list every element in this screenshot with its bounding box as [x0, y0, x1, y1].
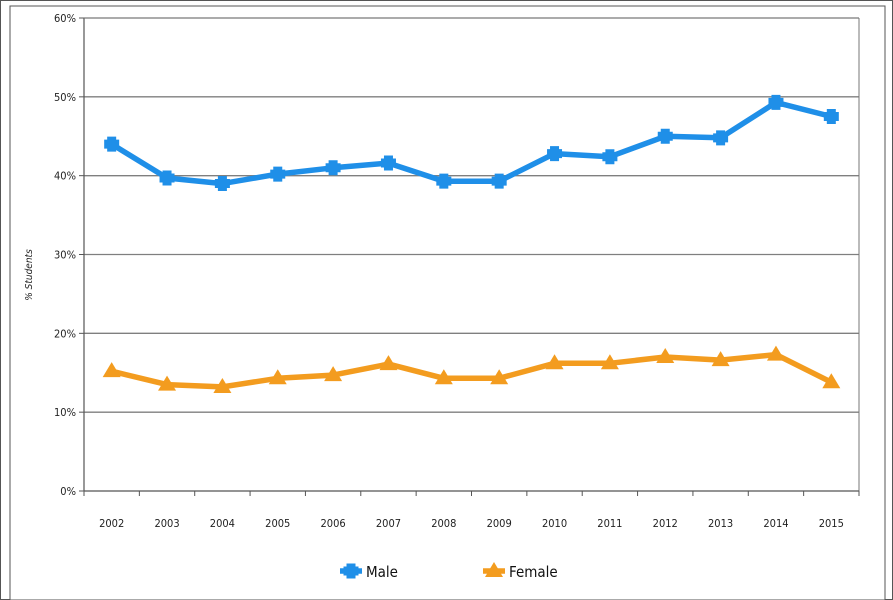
female-series-line: [108, 351, 835, 390]
male-series-line: [108, 99, 835, 187]
x-tick-label: 2014: [763, 517, 788, 530]
y-axis-label: % Students: [24, 249, 35, 301]
male-point: [491, 173, 507, 189]
male-point: [159, 170, 175, 186]
female-point: [379, 355, 398, 371]
female-point: [822, 373, 841, 389]
female-point: [268, 369, 287, 385]
y-tick-label: 50%: [54, 91, 76, 104]
y-tick-label: 20%: [54, 327, 76, 340]
series-layer: [102, 94, 841, 393]
male-point: [270, 166, 286, 182]
male-point: [380, 155, 396, 171]
x-tick-label: 2007: [376, 517, 401, 530]
y-tick-label: 60%: [54, 12, 76, 25]
legend-female-swatch-marker: [485, 562, 503, 577]
female-point: [213, 377, 232, 393]
male-point: [547, 146, 563, 162]
x-axis-ticks: 2002 2003 2004 2005 2006 2007 2008 2009 2010 2011…: [83, 491, 860, 530]
male-point: [436, 173, 452, 189]
male-point: [214, 176, 230, 192]
female-point: [545, 354, 564, 370]
y-tick-label: 10%: [54, 406, 76, 419]
x-tick-label: 2010: [542, 517, 567, 530]
x-tick-label: 2009: [487, 517, 512, 530]
x-tick-label: 2005: [265, 517, 290, 530]
x-tick-label: 2013: [708, 517, 733, 530]
female-point: [490, 369, 509, 385]
legend-female-label: Female: [509, 563, 558, 581]
y-tick-label: 30%: [54, 249, 76, 262]
y-axis-ticks: 0% 10% 20% 30% 40% 50% 60%: [54, 12, 84, 498]
male-point: [823, 109, 839, 125]
legend: Male Female: [340, 562, 558, 581]
female-point: [102, 362, 121, 378]
x-tick-label: 2011: [597, 517, 622, 530]
male-point: [602, 149, 618, 165]
x-tick-label: 2006: [321, 517, 346, 530]
x-tick-label: 2015: [819, 517, 844, 530]
chart-area-border: [9, 5, 886, 600]
legend-male-label: Male: [366, 563, 398, 581]
female-point: [158, 375, 177, 391]
female-point: [324, 366, 343, 382]
legend-male-swatch-marker: [343, 563, 359, 579]
male-point: [768, 94, 784, 110]
x-tick-label: 2004: [210, 517, 235, 530]
male-point: [657, 128, 673, 144]
female-point: [766, 345, 785, 361]
female-point: [600, 354, 619, 370]
x-tick-label: 2003: [154, 517, 179, 530]
x-tick-label: 2012: [653, 517, 678, 530]
male-point: [104, 136, 120, 152]
female-point: [711, 351, 730, 367]
male-point: [325, 160, 341, 176]
x-tick-label: 2008: [431, 517, 456, 530]
female-point: [656, 347, 675, 363]
x-tick-label: 2002: [99, 517, 124, 530]
male-point: [713, 130, 729, 146]
y-tick-label: 0%: [60, 485, 76, 498]
y-tick-label: 40%: [54, 170, 76, 183]
female-point: [434, 369, 453, 385]
